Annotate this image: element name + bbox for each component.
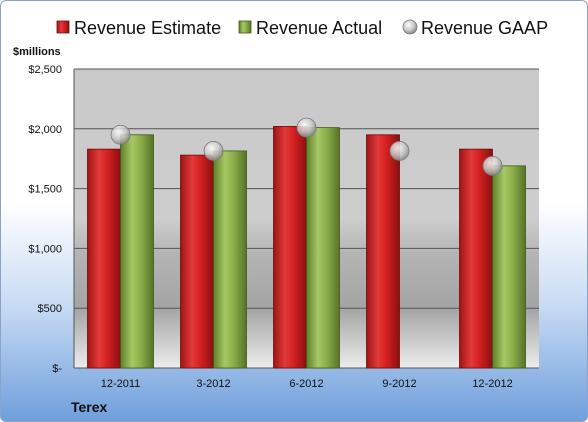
- y-tick-label: $2,000: [28, 124, 62, 136]
- bar: [120, 134, 154, 369]
- gaap-marker: [482, 155, 503, 176]
- x-tick-label: 9-2012: [382, 378, 416, 390]
- gaap-marker: [389, 141, 410, 161]
- bar: [492, 165, 526, 369]
- x-tick-label: 6-2012: [289, 378, 323, 390]
- y-tick-label: $500: [38, 303, 62, 315]
- legend-swatch: [238, 20, 252, 34]
- bar: [366, 134, 400, 369]
- legend: Revenue Estimate Revenue Actual Revenue GA…: [56, 18, 548, 38]
- gaap-markers: [110, 117, 503, 176]
- legend-label: Revenue GAAP: [421, 18, 548, 38]
- x-axis-ticks: 12-2011 3-2012 6-2012 9-2012 12-2012: [101, 378, 513, 390]
- legend-swatch: [402, 19, 418, 35]
- y-tick-label: $-: [52, 363, 62, 375]
- bar: [273, 126, 307, 369]
- unit-label: $millions: [13, 46, 61, 58]
- y-tick-label: $1,000: [28, 243, 62, 255]
- x-tick-label: 3-2012: [196, 378, 230, 390]
- legend-swatch: [56, 20, 70, 34]
- bar: [306, 127, 340, 369]
- y-tick-label: $1,500: [28, 184, 62, 196]
- legend-label: Revenue Estimate: [74, 18, 221, 38]
- gaap-marker: [296, 117, 317, 138]
- y-axis-ticks: $- $500 $1,000 $1,500 $2,000 $2,500: [28, 64, 62, 375]
- x-tick-label: 12-2012: [472, 378, 512, 390]
- legend-label: Revenue Actual: [256, 18, 382, 38]
- bar: [459, 148, 493, 369]
- y-tick-label: $2,500: [28, 64, 62, 76]
- bar: [180, 154, 214, 369]
- bar: [87, 148, 121, 369]
- company-name: Terex: [71, 399, 108, 415]
- x-tick-label: 12-2011: [101, 378, 141, 390]
- gaap-marker: [203, 141, 224, 161]
- gaap-marker: [110, 124, 131, 145]
- bars: [87, 126, 526, 369]
- bar: [213, 150, 247, 369]
